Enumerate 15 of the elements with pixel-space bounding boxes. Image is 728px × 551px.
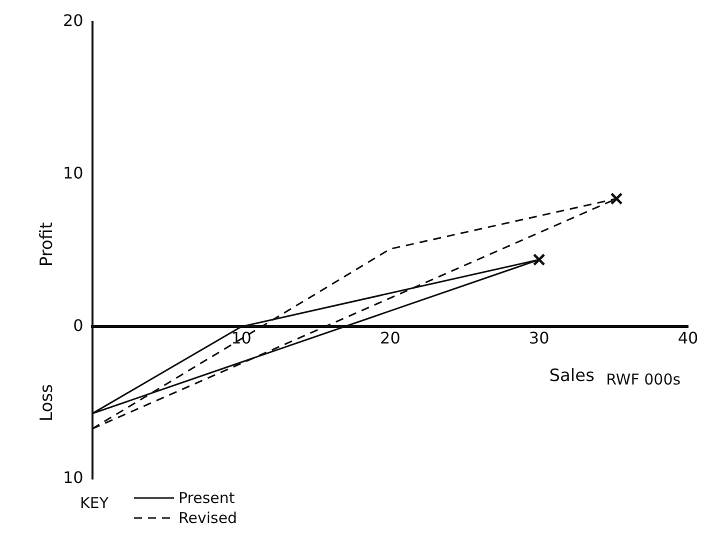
x-tick-label: 40 bbox=[678, 328, 698, 348]
legend-label: Revised bbox=[178, 509, 238, 527]
y-tick-label: 0 bbox=[73, 316, 84, 335]
legend-title: KEY bbox=[80, 494, 108, 514]
text: Loss bbox=[36, 384, 57, 422]
x-tick-label: 20 bbox=[380, 328, 400, 348]
y-tick-label: 10 bbox=[63, 468, 84, 488]
x-tick-label: 30 bbox=[528, 328, 550, 348]
annotation: RWF 000s bbox=[606, 370, 681, 389]
x-tick-label: 10 bbox=[231, 328, 252, 348]
legend-label: Present bbox=[178, 489, 235, 507]
y-tick-label: 10 bbox=[63, 163, 84, 182]
y-tick-label: 20 bbox=[63, 11, 84, 30]
x-axis-title: Sales bbox=[549, 366, 595, 386]
y-axis-title: Profit bbox=[36, 222, 57, 267]
